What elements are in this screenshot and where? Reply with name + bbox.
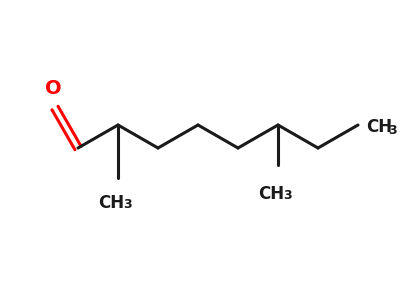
Text: CH: CH <box>366 118 392 136</box>
Text: CH: CH <box>258 185 284 203</box>
Text: CH: CH <box>98 194 124 212</box>
Text: O: O <box>45 79 61 98</box>
Text: 3: 3 <box>284 189 292 202</box>
Text: 3: 3 <box>388 124 397 137</box>
Text: 3: 3 <box>124 198 132 211</box>
